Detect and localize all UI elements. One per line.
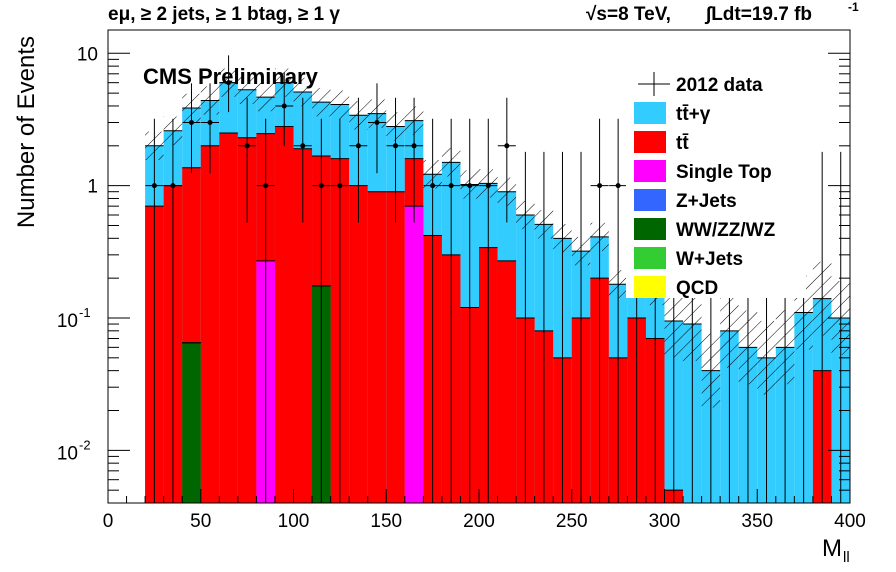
data-point-65 <box>226 80 232 86</box>
legend-data-label: 2012 data <box>676 75 763 96</box>
lumi-exponent: -1 <box>848 0 859 14</box>
uncertainty-bin-70 <box>237 75 257 104</box>
data-point-155 <box>393 143 399 149</box>
lumi-label: ∫Ldt=19.7 fb <box>704 4 812 25</box>
legend-label-4: WW/ZZ/WZ <box>676 220 776 241</box>
bar-tt--90 <box>274 126 294 503</box>
uncertainty-bin-120 <box>330 90 350 119</box>
bar-tt--60 <box>219 132 238 503</box>
data-point-95 <box>281 103 287 109</box>
data-point-215 <box>504 143 510 149</box>
selection-label: eμ, ≥ 2 jets, ≥ 1 btag, ≥ 1 γ <box>108 4 340 25</box>
legend-swatch-2 <box>634 160 666 182</box>
legend: 2012 data tt̄+γ tt̄ Single Top Z+Jets WW/ZZ/W… <box>626 66 806 299</box>
bar-tt--140 <box>367 191 387 503</box>
legend-label-0: tt̄+γ <box>676 104 711 125</box>
y-tick-label-10: 10 <box>77 44 98 65</box>
legend-label-5: W+Jets <box>676 249 743 270</box>
y-tick-label-0.1: 10 <box>57 311 78 332</box>
data-point-75 <box>244 143 250 149</box>
data-point-135 <box>355 143 361 149</box>
legend-swatch-4 <box>634 218 666 240</box>
energy-label: √s=8 TeV, <box>586 4 671 25</box>
x-tick-label-300: 300 <box>649 511 681 532</box>
legend-swatch-3 <box>634 189 666 211</box>
legend-label-3: Z+Jets <box>676 191 737 212</box>
bar-ww-zz-wz-40 <box>182 342 201 503</box>
x-tick-label-350: 350 <box>741 511 773 532</box>
uncertainty-bin-80 <box>256 82 275 112</box>
x-tick-label-150: 150 <box>370 511 402 532</box>
data-point-85 <box>263 183 269 189</box>
bar-tt--150 <box>386 191 405 503</box>
data-point-35 <box>170 183 176 189</box>
legend-swatch-0 <box>634 102 666 124</box>
legend-label-2: Single Top <box>676 162 772 183</box>
bar-tt--100 <box>293 148 313 503</box>
legend-swatch-1 <box>634 131 666 153</box>
data-point-125 <box>337 183 343 189</box>
y-tick-exp-0.01: -2 <box>79 437 91 452</box>
cms-preliminary-label: CMS Preliminary <box>143 64 319 89</box>
data-point-195 <box>467 183 473 189</box>
bar-tt--50 <box>200 145 220 503</box>
x-tick-label-0: 0 <box>103 511 114 532</box>
data-point-175 <box>430 183 436 189</box>
data-point-115 <box>318 183 324 189</box>
uncertainty-bin-100 <box>293 77 313 107</box>
data-point-185 <box>448 183 454 189</box>
bar-tt--130 <box>349 185 368 503</box>
y-tick-exp-0.1: -1 <box>79 305 91 320</box>
legend-swatch-6 <box>634 276 666 298</box>
x-axis-title: M <box>822 535 842 562</box>
legend-label-1: tt̄ <box>676 133 689 154</box>
data-point-275 <box>615 183 621 189</box>
x-tick-label-100: 100 <box>278 511 310 532</box>
legend-swatch-5 <box>634 247 666 269</box>
x-tick-label-50: 50 <box>190 511 211 532</box>
x-tick-label-200: 200 <box>463 511 495 532</box>
data-point-165 <box>411 143 417 149</box>
data-point-55 <box>207 120 213 126</box>
bar-tt--70 <box>237 137 257 503</box>
data-point-145 <box>374 120 380 126</box>
data-point-265 <box>597 183 603 189</box>
bar-single-top-160 <box>404 206 424 503</box>
y-tick-label-1: 1 <box>87 177 98 198</box>
x-tick-label-250: 250 <box>556 511 588 532</box>
bar-tt--210 <box>497 260 517 503</box>
y-tick-label-0.01: 10 <box>57 443 78 464</box>
data-point-45 <box>188 120 194 126</box>
x-axis-title-sub: ll <box>843 549 850 566</box>
legend-label-6: QCD <box>676 278 718 299</box>
y-axis-title: Number of Events <box>13 36 40 228</box>
data-point-25 <box>151 183 157 189</box>
stacked-bars <box>145 82 850 503</box>
x-tick-label-400: 400 <box>834 511 866 532</box>
data-point-205 <box>485 183 491 189</box>
x-axis: 0 50 100 150 200 250 300 350 400 <box>103 489 866 532</box>
data-point-105 <box>300 143 306 149</box>
uncertainty-bin-110 <box>312 87 331 117</box>
